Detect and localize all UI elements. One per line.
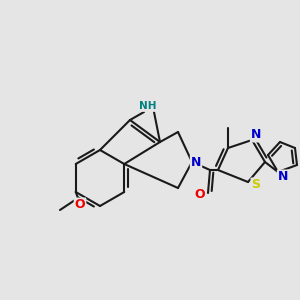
Text: N: N [251, 128, 261, 142]
Text: NH: NH [139, 101, 157, 111]
Text: S: S [251, 178, 260, 191]
Text: O: O [75, 199, 85, 212]
Text: N: N [191, 155, 201, 169]
Text: O: O [195, 188, 205, 202]
Text: N: N [278, 170, 288, 184]
